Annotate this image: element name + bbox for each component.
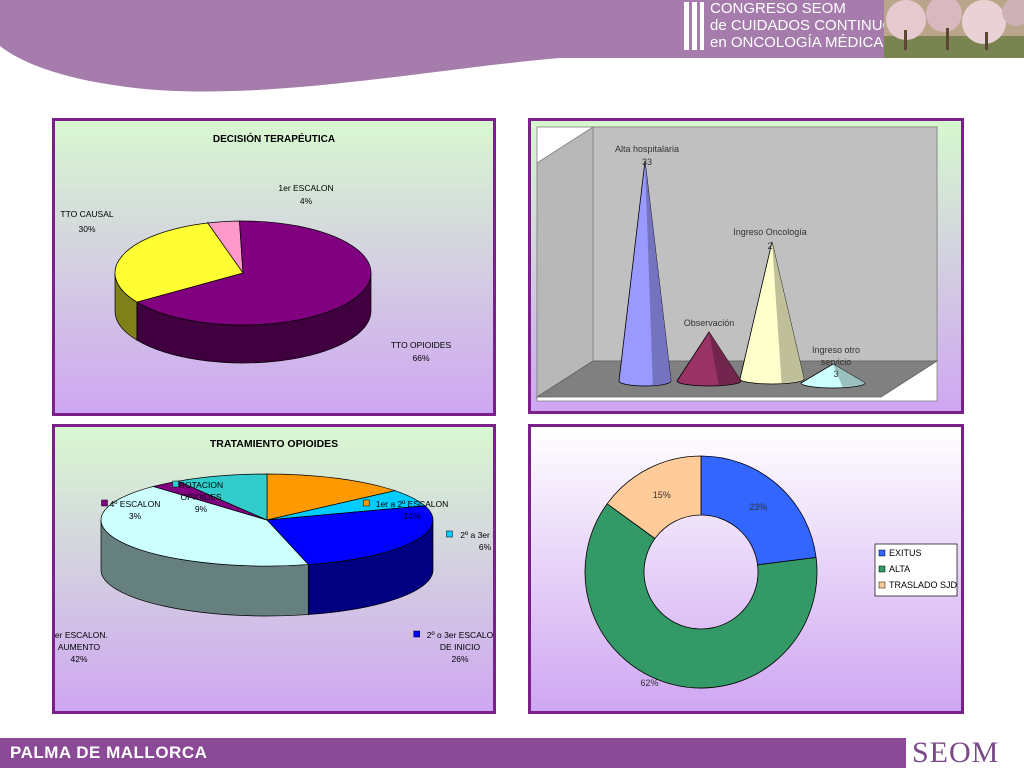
pie-slice-2 — [266, 505, 434, 565]
side-wall — [536, 126, 594, 398]
legend-swatch-0 — [878, 549, 886, 557]
legend-box — [874, 543, 958, 597]
slice-percent: 4% — [300, 196, 313, 206]
slice-label-2: 2º o 3er ESCALO DE INICIO 26% — [413, 630, 493, 664]
pie-slice-2 — [114, 222, 244, 303]
footer-location: PALMA DE MALLORCA — [10, 743, 208, 762]
slice-percent: 26% — [451, 654, 468, 664]
congress-brand: CONGRESO SEOM de CUIDADOS CONTINUOS en O… — [684, 0, 904, 58]
cone-2 — [739, 241, 805, 385]
pie-slice-1 — [135, 220, 372, 326]
cone-shade — [772, 242, 804, 383]
legend-swatch — [172, 480, 179, 488]
congress-title-line-3: en ONCOLOGÍA MÉDICA — [710, 34, 884, 51]
slice-label-text: 4º ESCALON — [110, 499, 161, 509]
cone-3 — [800, 363, 866, 389]
slice-label-5: ROTACION OPIOIDES 9% — [172, 480, 223, 514]
slice-label-text: OPIOIDES — [180, 492, 221, 502]
evolucion-chart-panel: 23% 62% 15% EXITUS ALTA TRASLADO SJD — [528, 424, 964, 714]
cone-value: 2 — [767, 241, 772, 251]
slice-label: TTO OPIOIDES — [391, 340, 452, 350]
legend-swatch — [101, 499, 108, 507]
slice-percent: 14% — [403, 511, 420, 521]
legend-swatch-2 — [878, 581, 886, 589]
pie-slice-3 — [100, 486, 310, 567]
header-photo — [884, 0, 1024, 58]
slice-label-text: ROTACION — [179, 480, 223, 490]
slice-percent: 42% — [70, 654, 87, 664]
cone-label: Alta hospitalaria — [615, 144, 679, 154]
congress-title-line-1: CONGRESO SEOM — [710, 0, 846, 17]
slice-label-text: 3er ESCALON. — [55, 630, 108, 640]
slice-label-0: 1er a 2º ESCALON 14% — [362, 499, 449, 521]
pie-slices — [114, 220, 372, 364]
segment-percent: 62% — [640, 678, 658, 688]
cone-value: 33 — [642, 157, 652, 167]
slice-percent: 9% — [195, 504, 208, 514]
slice-percent: 66% — [412, 353, 429, 363]
slice-label-text: DE INICIO — [440, 642, 481, 652]
slice-label: TTO CAUSAL — [60, 209, 113, 219]
slice-label-3: 3er ESCALON. AUMENTO 42% — [55, 630, 108, 664]
legend-label: TRASLADO SJD — [889, 580, 958, 590]
destino-cone-chart: Alta hospitalaria 33 Observación Ingreso On… — [531, 121, 961, 411]
legend-swatch — [446, 530, 453, 538]
evolucion-doughnut-chart: 23% 62% 15% EXITUS ALTA TRASLADO SJD — [531, 427, 961, 711]
slice-percent: 6% — [479, 542, 492, 552]
chart-title: TRATAMIENTO OPIOIDES — [210, 438, 338, 450]
slice-label-text: 1er a 2º ESCALON — [376, 499, 449, 509]
slice-percent: 3% — [129, 511, 142, 521]
doughnut-segment-0 — [700, 455, 817, 566]
decision-chart-panel: DECISIÓN TERAPÉUTICA 1er ESCALON 4% TTO OPI… — [52, 118, 496, 416]
congress-title-line-2: de CUIDADOS CONTINUOS — [710, 17, 905, 34]
slice-label: 1er ESCALON — [278, 183, 333, 193]
opioides-chart-panel: TRATAMIENTO OPIOIDES 1er a 2º ESCALON 14% 2… — [52, 424, 496, 714]
cone-shade — [833, 364, 865, 387]
legend-label: EXITUS — [889, 548, 922, 558]
slice-label-text: AUMENTO — [58, 642, 101, 652]
slice-label-4: 4º ESCALON 3% — [101, 499, 161, 521]
segment-percent: 15% — [653, 490, 671, 500]
header-banner — [0, 0, 1024, 92]
chart-legend: EXITUS ALTA TRASLADO SJD — [874, 543, 958, 597]
pie-slice-0 — [266, 473, 397, 521]
slice-label-text: 2º a 3er ESC — [460, 530, 493, 540]
cone-1 — [676, 331, 742, 387]
footer-bar: PALMA DE MALLORCA SEOM — [0, 736, 1024, 769]
legend-swatch — [413, 630, 420, 638]
slice-label-text: 2º o 3er ESCALO — [427, 630, 493, 640]
opioides-pie-chart: TRATAMIENTO OPIOIDES 1er a 2º ESCALON 14% 2… — [55, 427, 493, 711]
cone-0 — [618, 160, 672, 387]
segment-percent: 23% — [749, 502, 767, 512]
decision-pie-chart: DECISIÓN TERAPÉUTICA 1er ESCALON 4% TTO OPI… — [55, 121, 493, 413]
chart-title: DECISIÓN TERAPÉUTICA — [213, 132, 335, 145]
cone-value: 3 — [833, 369, 838, 379]
pie-slice-5 — [176, 473, 268, 521]
legend-swatch — [362, 499, 370, 507]
pie-slices — [100, 473, 434, 617]
slice-label-1: 2º a 3er ESC 6% — [446, 530, 493, 552]
cone-label: Ingreso Oncología — [733, 227, 807, 237]
slice-percent: 30% — [78, 224, 95, 234]
doughnut-segment-2 — [606, 455, 702, 540]
destino-chart-panel: Alta hospitalaria 33 Observación Ingreso On… — [528, 118, 964, 414]
seom-logo: SEOM — [912, 736, 1000, 769]
cone-label: Observación — [684, 318, 735, 328]
cone-shade — [645, 161, 671, 385]
cone-shade — [709, 332, 741, 385]
legend-swatch-1 — [878, 565, 886, 573]
legend-label: ALTA — [889, 564, 910, 574]
footer-logo-box: SEOM — [906, 736, 1024, 769]
brand-logo-bars — [684, 2, 704, 50]
cone-label: Ingreso otro servicio — [812, 345, 860, 367]
doughnut-segment-1 — [584, 503, 818, 689]
